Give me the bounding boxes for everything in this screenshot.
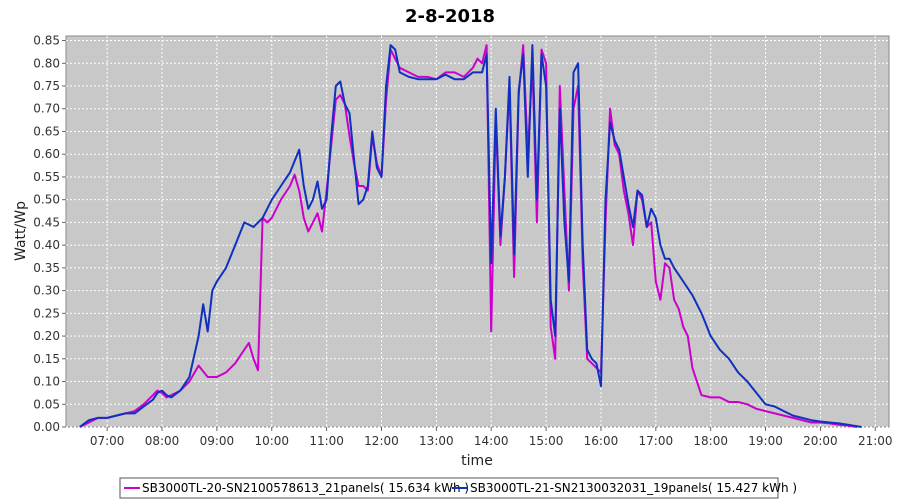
y-tick-label: 0.00 — [33, 420, 60, 434]
x-tick-label: 20:00 — [803, 434, 838, 448]
x-tick-label: 18:00 — [693, 434, 728, 448]
x-tick-label: 21:00 — [858, 434, 893, 448]
x-tick-label: 07:00 — [90, 434, 125, 448]
y-tick-label: 0.75 — [33, 79, 60, 93]
y-tick-label: 0.80 — [33, 56, 60, 70]
x-axis-ticks: 07:00 08:00 09:00 10:00 11:00 12:00 13:00 14:00… — [90, 427, 893, 448]
y-tick-label: 0.20 — [33, 329, 60, 343]
x-tick-label: 09:00 — [200, 434, 235, 448]
y-tick-label: 0.30 — [33, 284, 60, 298]
y-tick-label: 0.15 — [33, 352, 60, 366]
x-tick-label: 11:00 — [309, 434, 344, 448]
y-axis-ticks: 0.00 0.05 0.10 0.15 0.20 0.25 0.30 0.35 0.40 0.45… — [33, 34, 66, 434]
x-tick-label: 13:00 — [419, 434, 454, 448]
x-tick-label: 17:00 — [639, 434, 674, 448]
x-axis-label: time — [461, 453, 493, 469]
x-tick-label: 14:00 — [474, 434, 509, 448]
y-tick-label: 0.85 — [33, 34, 60, 48]
y-tick-label: 0.60 — [33, 147, 60, 161]
y-tick-label: 0.65 — [33, 124, 60, 138]
y-tick-label: 0.25 — [33, 306, 60, 320]
y-tick-label: 0.50 — [33, 193, 60, 207]
x-tick-label: 08:00 — [145, 434, 180, 448]
y-tick-label: 0.70 — [33, 102, 60, 116]
y-tick-label: 0.05 — [33, 397, 60, 411]
y-tick-label: 0.55 — [33, 170, 60, 184]
x-tick-label: 12:00 — [364, 434, 399, 448]
x-tick-label: 19:00 — [748, 434, 783, 448]
y-axis-label: Watt/Wp — [13, 201, 29, 261]
y-tick-label: 0.35 — [33, 261, 60, 275]
legend-box — [119, 477, 779, 499]
y-tick-label: 0.40 — [33, 238, 60, 252]
series-line-1 — [79, 44, 858, 428]
y-tick-label: 0.10 — [33, 375, 60, 389]
x-tick-label: 15:00 — [529, 434, 564, 448]
plot-area — [65, 35, 890, 428]
series-line-2 — [79, 44, 862, 428]
legend-entry-series-1: SB3000TL-20-SN2100578613_21panels( 15.63… — [142, 481, 469, 495]
legend-entry-series-2: SB3000TL-21-SN2130032031_19panels( 15.42… — [470, 481, 797, 495]
chart-title: 2-8-2018 — [405, 6, 495, 27]
y-tick-label: 0.45 — [33, 215, 60, 229]
x-tick-label: 16:00 — [584, 434, 619, 448]
x-tick-label: 10:00 — [254, 434, 289, 448]
series-layer — [79, 44, 862, 428]
legend: SB3000TL-20-SN2100578613_21panels( 15.63… — [119, 477, 797, 499]
